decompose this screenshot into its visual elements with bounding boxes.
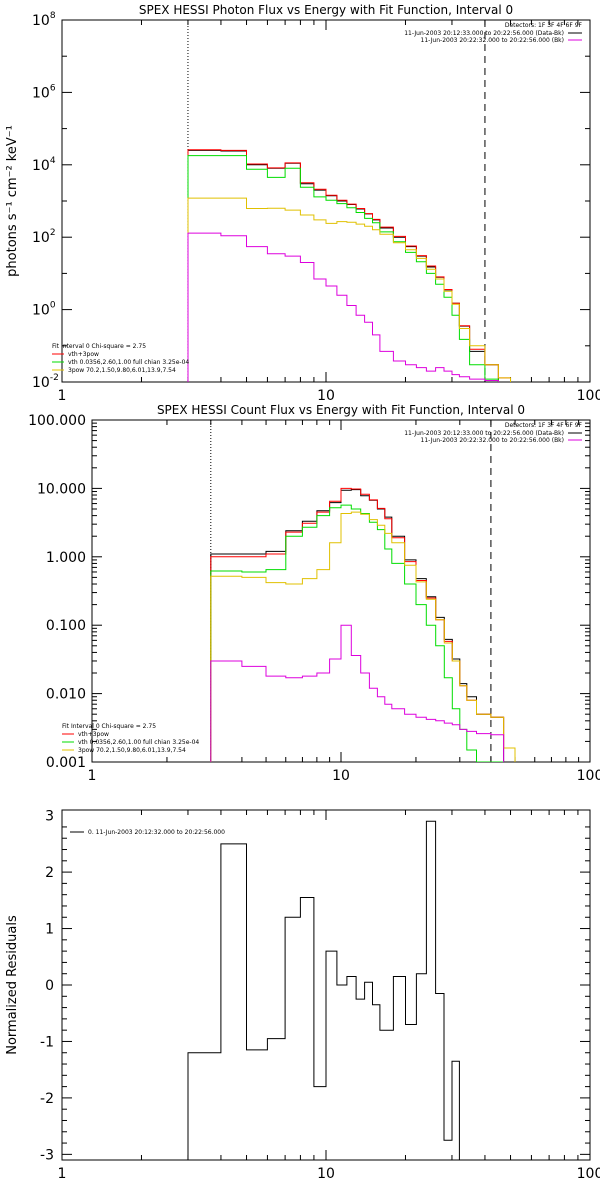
legend-label: 11-Jun-2003 20:22:32.000 to 20:22:56.000… xyxy=(421,37,564,44)
y-tick-base: 10 xyxy=(32,13,50,29)
y-tick-label: 100 xyxy=(32,301,56,319)
legend-label: 11-Jun-2003 20:12:33.000 to 20:22:56.000… xyxy=(404,30,564,37)
y-tick-label: -3 xyxy=(40,1147,54,1163)
y-tick-base: 10 xyxy=(32,230,50,246)
plot-frame xyxy=(91,419,591,763)
series-line-1 xyxy=(187,149,511,382)
y-tick-base: 10 xyxy=(32,375,50,391)
y-tick-label: 1 xyxy=(45,922,54,938)
x-tick-label: 100 xyxy=(577,768,600,784)
panel-2: 1 10 100 -3 -2 -1 0 1 2 3 Normalized Residuals 0. 1… xyxy=(5,809,600,1182)
x-axis: 1 10 100 xyxy=(88,420,600,784)
legend-top: 0. 11-Jun-2003 20:12:32.000 to 20:22:56.… xyxy=(70,829,225,836)
y-tick-label: -2 xyxy=(40,1091,54,1107)
x-tick-label: 1 xyxy=(58,1166,67,1182)
series-line-4 xyxy=(187,232,499,382)
legend-label: vth+3pow xyxy=(78,731,109,738)
legend-label: vth 0.0356,2.60,1.00 full chian 3.25e-04 xyxy=(68,359,189,366)
y-tick-exponent: -2 xyxy=(50,373,59,383)
series-line-1 xyxy=(210,487,516,762)
y-axis: -3 -2 -1 0 1 2 3 xyxy=(40,809,590,1163)
legend-bottom: Fit Interval 0 Chi-square = 2.75vth+3pow… xyxy=(62,723,199,754)
legend-label: 11-Jun-2003 20:22:32.000 to 20:22:56.000… xyxy=(421,437,564,444)
y-tick-base: 10 xyxy=(32,158,50,174)
y-tick-exponent: 2 xyxy=(50,228,56,238)
y-tick-label: 0 xyxy=(45,978,54,994)
legend-label: vth+3pow xyxy=(68,351,99,358)
plot-frame xyxy=(61,19,591,383)
y-tick-label: 10-2 xyxy=(32,373,59,391)
y-tick-exponent: 6 xyxy=(50,83,56,93)
y-axis: 0.001 0.010 0.100 1.000 10.000 100.000 xyxy=(28,413,590,771)
y-axis-label: Normalized Residuals xyxy=(5,915,20,1055)
chart-title: SPEX HESSI Count Flux vs Energy with Fit… xyxy=(157,403,525,417)
x-tick-label: 10 xyxy=(332,768,350,784)
x-axis: 1 10 100 xyxy=(58,20,600,404)
series-line-2 xyxy=(210,504,504,762)
y-tick-label: 10.000 xyxy=(37,481,86,497)
x-tick-label: 1 xyxy=(58,388,67,404)
panel-0: SPEX HESSI Photon Flux vs Energy with Fi… xyxy=(5,3,600,404)
y-tick-base: 10 xyxy=(32,85,50,101)
legend-header: Fit Interval 0 Chi-square = 2.75 xyxy=(62,723,156,730)
series-line-3 xyxy=(210,511,516,762)
y-tick-label: 0.100 xyxy=(46,618,86,634)
y-tick-label: 102 xyxy=(32,228,56,246)
legend-detectors: Detectors: 1F 3F 4F 6F 9F xyxy=(505,22,583,29)
legend-header: Fit Interval 0 Chi-square = 2.75 xyxy=(52,343,146,350)
x-tick-label: 10 xyxy=(317,1166,335,1182)
legend-label: 3pow 70.2,1.50,9.80,6.01,13.9,7.54 xyxy=(68,367,176,374)
y-axis-label: photons s⁻¹ cm⁻² keV⁻¹ xyxy=(5,125,20,277)
y-tick-base: 10 xyxy=(32,303,50,319)
y-tick-exponent: 0 xyxy=(50,301,56,311)
y-tick-label: 104 xyxy=(32,156,56,174)
series-line-4 xyxy=(210,624,505,762)
panel-1: SPEX HESSI Count Flux vs Energy with Fit… xyxy=(28,403,600,784)
series-group xyxy=(187,149,511,382)
chart-title: SPEX HESSI Photon Flux vs Energy with Fi… xyxy=(139,3,513,17)
legend-label: 11-Jun-2003 20:12:33.000 to 20:22:56.000… xyxy=(404,430,564,437)
legend-label: 0. 11-Jun-2003 20:12:32.000 to 20:22:56.… xyxy=(88,829,225,836)
y-tick-label: 100.000 xyxy=(28,413,86,429)
series-line-0 xyxy=(187,149,499,382)
y-tick-label: 2 xyxy=(45,865,54,881)
x-tick-label: 10 xyxy=(317,388,335,404)
series-line-0 xyxy=(187,820,460,1160)
y-tick-label: 0.001 xyxy=(46,755,86,771)
series-group xyxy=(187,820,460,1160)
series-line-3 xyxy=(187,197,511,382)
x-tick-label: 1 xyxy=(88,768,97,784)
y-tick-label: -1 xyxy=(40,1034,54,1050)
legend-detectors: Detectors: 1F 3F 4F 6F 9F xyxy=(505,422,583,429)
y-tick-label: 0.010 xyxy=(46,687,86,703)
x-tick-label: 100 xyxy=(577,388,600,404)
legend-bottom: Fit Interval 0 Chi-square = 2.75vth+3pow… xyxy=(52,343,189,374)
y-tick-label: 3 xyxy=(45,809,54,825)
y-tick-label: 108 xyxy=(32,11,56,29)
series-group xyxy=(210,487,516,762)
legend-label: 3pow 70.2,1.50,9.80,6.01,13.9,7.54 xyxy=(78,747,186,754)
y-tick-label: 106 xyxy=(32,83,56,101)
y-tick-label: 1.000 xyxy=(46,550,86,566)
y-tick-exponent: 8 xyxy=(50,11,56,21)
x-tick-label: 100 xyxy=(577,1166,600,1182)
series-line-2 xyxy=(187,155,499,382)
x-axis: 1 10 100 xyxy=(58,810,600,1182)
legend-label: vth 0.0356,2.60,1.00 full chian 3.25e-04 xyxy=(78,739,199,746)
y-tick-exponent: 4 xyxy=(50,156,56,166)
